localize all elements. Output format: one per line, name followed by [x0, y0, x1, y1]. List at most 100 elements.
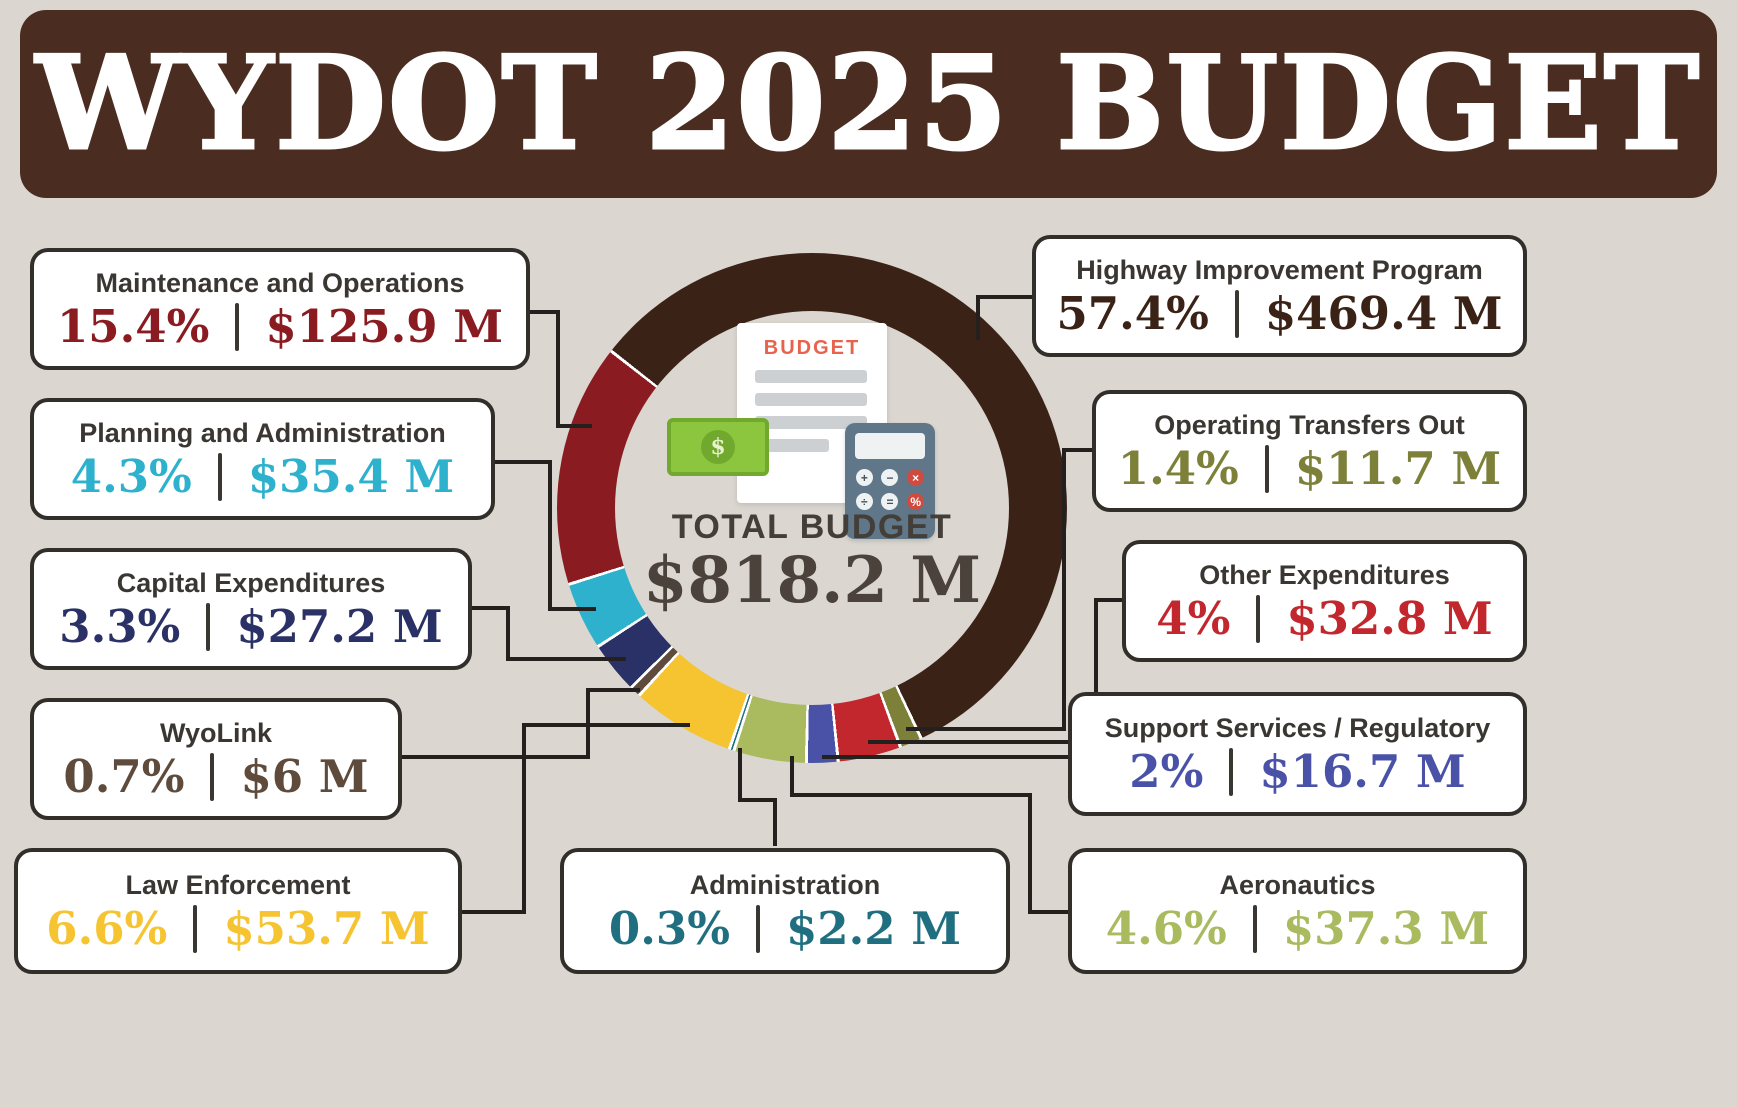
connector-capital: [470, 606, 626, 661]
callout-values: 0.3% $2.2 M: [608, 902, 962, 955]
value-divider: [210, 752, 215, 801]
callout-title: Support Services / Regulatory: [1104, 712, 1491, 743]
budget-illustration: BUDGET $ + − × ÷ =%: [557, 253, 1067, 763]
value-divider: [755, 904, 760, 953]
dollar-sign-icon: $: [710, 434, 726, 460]
callout-percent: 1.4%: [1117, 442, 1239, 495]
page-title: WYDOT 2025 BUDGET: [34, 28, 1702, 181]
calculator-key: %: [907, 493, 925, 510]
money-bill-icon: $: [667, 418, 769, 476]
document-text-line: [755, 416, 867, 429]
callout-title: Planning and Administration: [79, 417, 446, 448]
calculator-screen: [855, 433, 925, 459]
callout-amount: $6 M: [240, 750, 369, 803]
money-bill-center: $: [701, 430, 735, 464]
callout-values: 4.3% $35.4 M: [70, 450, 455, 503]
callout-title: Administration: [689, 869, 881, 900]
callout-amount: $11.7 M: [1294, 442, 1502, 495]
calculator-key: +: [855, 469, 873, 486]
callout-support-services: Support Services / Regulatory 2% $16.7 M: [1068, 692, 1527, 816]
callout-aeronautics: Aeronautics 4.6% $37.3 M: [1068, 848, 1527, 974]
callout-title: Aeronautics: [1219, 869, 1376, 900]
callout-amount: $53.7 M: [223, 902, 430, 955]
document-text-line: [755, 393, 867, 406]
value-divider: [1252, 904, 1257, 953]
calculator-keys: + − × ÷ =%: [855, 469, 925, 510]
total-budget-value: $818.2 M: [642, 543, 982, 618]
callout-planning: Planning and Administration 4.3% $35.4 M: [30, 398, 495, 520]
callout-percent: 4.6%: [1105, 902, 1227, 955]
callout-other-expenditures: Other Expenditures 4% $32.8 M: [1122, 540, 1527, 662]
callout-amount: $16.7 M: [1259, 745, 1466, 798]
callout-percent: 0.7%: [63, 750, 185, 803]
callout-administration: Administration 0.3% $2.2 M: [560, 848, 1010, 974]
callout-amount: $35.4 M: [247, 450, 455, 503]
connector-maintenance: [530, 310, 592, 428]
value-divider: [235, 302, 240, 351]
callout-title: WyoLink: [159, 717, 272, 748]
callout-values: 0.7% $6 M: [63, 750, 369, 803]
callout-percent: 3.3%: [59, 600, 181, 653]
value-divider: [193, 904, 198, 953]
calculator-key: ×: [907, 469, 925, 486]
value-divider: [1264, 444, 1269, 493]
callout-percent: 6.6%: [46, 902, 168, 955]
callout-values: 15.4% $125.9 M: [56, 300, 504, 353]
callout-title: Maintenance and Operations: [95, 267, 465, 298]
connector-other: [868, 598, 1124, 744]
callout-percent: 4%: [1156, 592, 1231, 645]
donut-center-text: TOTAL BUDGET $818.2 M: [557, 508, 1067, 613]
connector-law: [460, 723, 690, 914]
callout-title: Law Enforcement: [125, 869, 351, 900]
calculator-key: =: [881, 493, 899, 510]
value-divider: [1234, 289, 1239, 338]
callout-percent: 2%: [1129, 745, 1204, 798]
callout-title: Operating Transfers Out: [1154, 409, 1465, 440]
callout-operating-transfers: Operating Transfers Out 1.4% $11.7 M: [1092, 390, 1527, 512]
connector-operating: [906, 448, 1094, 731]
value-divider: [1229, 747, 1234, 796]
callout-amount: $37.3 M: [1282, 902, 1490, 955]
callout-values: 2% $16.7 M: [1129, 745, 1466, 798]
callout-values: 3.3% $27.2 M: [59, 600, 443, 653]
callout-values: 57.4% $469.4 M: [1056, 287, 1503, 340]
document-text-line: [755, 370, 867, 383]
callout-percent: 57.4%: [1056, 287, 1209, 340]
callout-title: Capital Expenditures: [116, 567, 386, 598]
callout-amount: $27.2 M: [236, 600, 443, 653]
connector-highway: [976, 295, 1034, 340]
budget-document-label: BUDGET: [763, 337, 861, 359]
callout-highway: Highway Improvement Program 57.4% $469.4…: [1032, 235, 1527, 357]
callout-amount: $32.8 M: [1286, 592, 1493, 645]
connector-planning: [493, 460, 596, 611]
callout-values: 6.6% $53.7 M: [46, 902, 430, 955]
callout-title: Other Expenditures: [1199, 559, 1450, 590]
value-divider: [1256, 594, 1261, 643]
callout-amount: $125.9 M: [265, 300, 504, 353]
callout-title: Highway Improvement Program: [1076, 254, 1483, 285]
callout-values: 4% $32.8 M: [1156, 592, 1493, 645]
callout-wyolink: WyoLink 0.7% $6 M: [30, 698, 402, 820]
callout-percent: 0.3%: [608, 902, 730, 955]
document-text-line: [755, 439, 829, 452]
total-budget-label: TOTAL BUDGET: [671, 508, 953, 546]
title-banner: WYDOT 2025 BUDGET: [20, 10, 1717, 198]
callout-capital: Capital Expenditures 3.3% $27.2 M: [30, 548, 472, 670]
value-divider: [206, 602, 211, 651]
value-divider: [217, 452, 222, 501]
calculator-key: −: [881, 469, 899, 486]
callout-law-enforcement: Law Enforcement 6.6% $53.7 M: [14, 848, 462, 974]
callout-amount: $469.4 M: [1264, 287, 1503, 340]
calculator-key: ÷: [855, 493, 873, 510]
callout-amount: $2.2 M: [785, 902, 962, 955]
callout-maintenance: Maintenance and Operations 15.4% $125.9 …: [30, 248, 530, 370]
connector-aeronautics: [790, 756, 1070, 914]
donut-chart: BUDGET $ + − × ÷ =% TOTAL BUDGET $818.2 M: [557, 253, 1067, 763]
callout-percent: 15.4%: [56, 300, 210, 353]
calculator-icon: + − × ÷ =%: [845, 423, 935, 539]
callout-values: 4.6% $37.3 M: [1105, 902, 1490, 955]
callout-values: 1.4% $11.7 M: [1117, 442, 1502, 495]
callout-percent: 4.3%: [70, 450, 192, 503]
